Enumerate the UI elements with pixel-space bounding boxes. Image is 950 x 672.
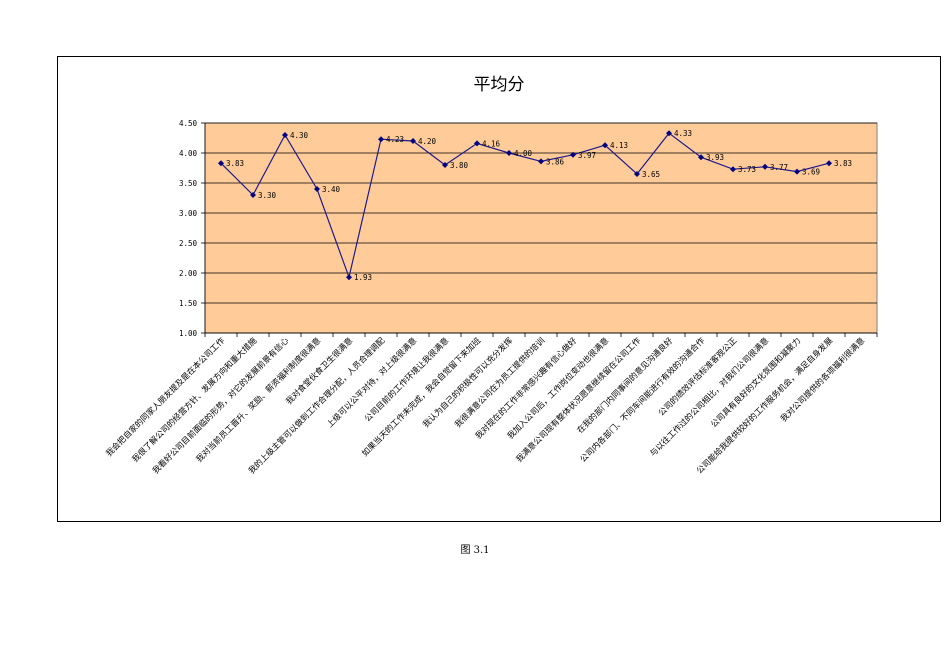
y-tick-label: 3.00 — [179, 209, 198, 218]
y-tick-label: 4.00 — [179, 149, 198, 158]
plot-background — [204, 122, 878, 334]
data-label: 4.23 — [386, 135, 404, 144]
diamond-marker — [762, 163, 768, 170]
y-tick-label: 2.50 — [179, 239, 198, 248]
line-path — [220, 132, 830, 280]
data-label: 4.00 — [514, 149, 533, 158]
x-category-label: 我很了解公司的经营方针、发展方向和重大措施 — [130, 335, 259, 464]
data-label: 3.65 — [642, 170, 660, 179]
diamond-marker — [602, 142, 608, 149]
x-category-label: 如果当天的工作未完成，我会自觉留下来加班 — [360, 335, 483, 458]
diamond-marker — [538, 158, 544, 165]
data-labels: 3.83 3.30 4.30 3.40 1.93 4.23 4.20 3.80 4.16 4.00… — [226, 129, 852, 282]
data-label: 4.30 — [290, 131, 309, 140]
diamond-marker — [282, 132, 288, 138]
x-axis: 我会把自家的同家人朋友提及是在本公司工作我很了解公司的经营方针、发展方向和重大措… — [104, 332, 878, 476]
x-category-label: 与以往工作过的公司相比，对我们公司很满意 — [648, 335, 771, 458]
data-label: 3.30 — [258, 191, 277, 200]
x-category-label: 我会把自家的同家人朋友提及是在本公司工作 — [104, 335, 227, 458]
data-label: 3.73 — [738, 165, 756, 174]
data-label: 3.77 — [770, 163, 788, 172]
y-tick-label: 2.00 — [179, 269, 198, 278]
diamond-marker — [314, 186, 320, 192]
diamond-marker — [218, 160, 224, 167]
data-label: 3.97 — [578, 151, 596, 160]
plot-area — [204, 122, 878, 334]
diamond-marker — [730, 166, 736, 173]
y-tick-label: 1.00 — [179, 329, 198, 338]
data-label: 3.83 — [834, 159, 852, 168]
diamond-marker — [570, 151, 576, 158]
data-label: 4.20 — [418, 137, 437, 146]
diamond-marker — [250, 192, 256, 198]
data-label: 4.33 — [674, 129, 692, 138]
chart-title: 平均分 — [474, 75, 525, 95]
y-tick-label: 1.50 — [179, 299, 198, 308]
y-tick-label: 4.50 — [179, 119, 198, 128]
y-axis: 1.00 1.50 2.00 2.50 3.00 3.50 4.00 4.50 — [179, 119, 206, 338]
diamond-marker — [410, 138, 416, 144]
figure-caption: 图 3.1 — [460, 545, 490, 556]
diamond-marker — [794, 168, 800, 175]
data-label: 4.13 — [610, 141, 628, 150]
series-line — [218, 130, 832, 281]
diamond-marker — [346, 274, 352, 281]
diamond-marker — [378, 136, 384, 143]
diamond-marker — [506, 150, 512, 156]
data-label: 3.40 — [322, 185, 341, 194]
diamond-marker — [666, 130, 672, 137]
y-tick-label: 3.50 — [179, 179, 198, 188]
diamond-marker — [826, 160, 832, 167]
data-label: 3.69 — [802, 168, 820, 177]
diamond-marker — [634, 171, 640, 177]
data-label: 3.83 — [226, 159, 244, 168]
data-label: 3.93 — [706, 153, 724, 162]
diamond-marker — [698, 154, 704, 161]
data-label: 4.16 — [482, 139, 501, 148]
data-label: 3.86 — [546, 157, 565, 166]
diamond-marker — [442, 162, 448, 168]
diamond-marker — [474, 140, 480, 147]
data-label: 3.80 — [450, 161, 469, 170]
data-label: 1.93 — [354, 273, 372, 282]
